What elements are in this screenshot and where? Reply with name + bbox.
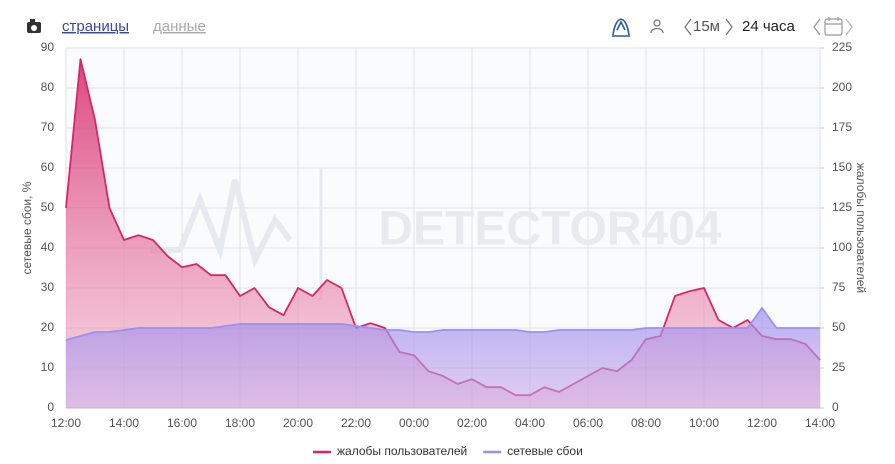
- x-tick-label: 12:00: [51, 416, 81, 430]
- tab-link[interactable]: страницы: [62, 18, 129, 35]
- y-tick-label: 50: [41, 200, 55, 214]
- x-tick-label: 04:00: [515, 416, 545, 430]
- next-button[interactable]: [725, 18, 733, 36]
- prev-button[interactable]: [684, 18, 692, 36]
- y2-tick-label: 150: [832, 160, 852, 174]
- user-icon[interactable]: [650, 19, 664, 34]
- y-tick-label: 70: [41, 120, 55, 134]
- y-tick-label: 60: [41, 160, 55, 174]
- x-tick-label: 08:00: [631, 416, 661, 430]
- y2-tick-label: 125: [832, 200, 852, 214]
- x-tick-label: 10:00: [689, 416, 719, 430]
- y2-tick-label: 25: [832, 360, 846, 374]
- y2-tick-label: 0: [832, 400, 839, 414]
- y-axis-title: сетевые сбои, %: [20, 181, 34, 274]
- y2-tick-label: 100: [832, 240, 852, 254]
- x-tick-label: 22:00: [341, 416, 371, 430]
- x-tick-label: 20:00: [283, 416, 313, 430]
- y2-tick-label: 75: [832, 280, 846, 294]
- series-line: [65, 307, 820, 341]
- x-tick-label: 12:00: [747, 416, 777, 430]
- x-tick-label: 14:00: [109, 416, 139, 430]
- x-tick-label: 18:00: [225, 416, 255, 430]
- x-tick-label: 14:00: [805, 416, 835, 430]
- watermark-text: DETECTOR404: [378, 203, 722, 256]
- step-label[interactable]: 15м: [693, 18, 720, 35]
- tab-link[interactable]: данные: [153, 18, 206, 35]
- y2-tick-label: 225: [832, 40, 852, 54]
- y2-axis-title: жалобы пользователей: [854, 163, 868, 293]
- camera-icon[interactable]: [27, 19, 41, 33]
- series-area: [66, 59, 820, 408]
- series-area: [66, 308, 820, 408]
- x-tick-label: 16:00: [167, 416, 197, 430]
- watermark: [150, 168, 323, 300]
- y2-tick-label: 200: [832, 80, 852, 94]
- y-tick-label: 0: [47, 400, 54, 414]
- y2-tick-label: 50: [832, 320, 846, 334]
- calendar-icon[interactable]: [824, 17, 843, 36]
- period-label[interactable]: 24 часа: [742, 18, 796, 35]
- legend-label: жалобы пользователей: [337, 444, 467, 458]
- y-tick-label: 40: [41, 240, 55, 254]
- y-tick-label: 20: [41, 320, 55, 334]
- y2-tick-label: 175: [832, 120, 852, 134]
- x-tick-label: 02:00: [457, 416, 487, 430]
- chart-type-icon[interactable]: [612, 18, 630, 37]
- x-tick-label: 00:00: [399, 416, 429, 430]
- x-tick-label: 06:00: [573, 416, 603, 430]
- legend-label: сетевые сбои: [507, 444, 583, 458]
- y-tick-label: 90: [41, 40, 55, 54]
- prev-day[interactable]: [813, 18, 821, 36]
- y-tick-label: 30: [41, 280, 55, 294]
- y-tick-label: 10: [41, 360, 55, 374]
- next-day[interactable]: [845, 18, 853, 36]
- y-tick-label: 80: [41, 80, 55, 94]
